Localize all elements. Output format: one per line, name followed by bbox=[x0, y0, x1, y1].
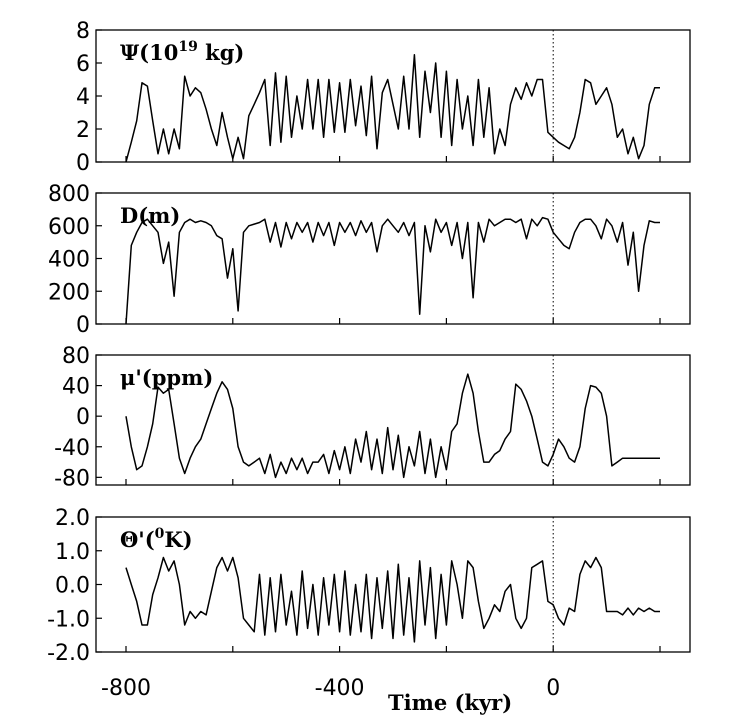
series-line bbox=[125, 373, 660, 479]
series-line bbox=[125, 54, 660, 163]
y-tick-label: 0.0 bbox=[55, 574, 90, 599]
y-tick-label: 40 bbox=[62, 375, 90, 400]
panel-frame bbox=[95, 192, 691, 325]
y-tick-label: -1.0 bbox=[47, 607, 90, 632]
y-tick-label: 2.0 bbox=[55, 506, 90, 531]
y-tick-label: 6 bbox=[76, 52, 90, 77]
panel-4: -2.0 -1.0 0.0 1.0 2.0 Θ'(0K) -800 -400 0 bbox=[47, 506, 691, 701]
series-line bbox=[125, 216, 660, 325]
y-tick-label: 80 bbox=[62, 344, 90, 369]
panel-frame bbox=[95, 354, 691, 486]
y-tick-label: 800 bbox=[48, 182, 90, 207]
y-tick-label: -80 bbox=[54, 466, 90, 491]
y-tick-label: 0 bbox=[76, 151, 90, 176]
y-tick-label: 0 bbox=[76, 405, 90, 430]
x-tick-label: -800 bbox=[101, 676, 151, 701]
panel-1: 0 2 4 6 8 Ψ(1019 kg) bbox=[76, 19, 691, 176]
y-tick-label: 2 bbox=[76, 118, 90, 143]
panel-label: D(m) bbox=[120, 203, 180, 228]
x-tick-label: 0 bbox=[546, 676, 560, 701]
panel-label: Θ'(0K) bbox=[120, 526, 193, 552]
y-tick-label: 200 bbox=[48, 280, 90, 305]
series-line bbox=[125, 556, 660, 643]
panel-2: 0 200 400 600 800 D(m) bbox=[48, 182, 691, 338]
x-axis-title: Time (kyr) bbox=[388, 690, 512, 715]
y-tick-label: 1.0 bbox=[55, 540, 90, 565]
y-tick-label: 400 bbox=[48, 248, 90, 273]
panel-label: Ψ(1019 kg) bbox=[120, 39, 244, 65]
panel-3: -80 -40 0 40 80 μ'(ppm) bbox=[54, 344, 691, 491]
x-tick-label: -400 bbox=[315, 676, 365, 701]
y-tick-label: 0 bbox=[76, 313, 90, 338]
y-tick-label: -40 bbox=[54, 436, 90, 461]
y-tick-label: 600 bbox=[48, 215, 90, 240]
y-tick-label: -2.0 bbox=[47, 641, 90, 666]
panel-label: μ'(ppm) bbox=[120, 365, 213, 390]
y-tick-label: 8 bbox=[76, 19, 90, 44]
y-tick-label: 4 bbox=[76, 85, 90, 110]
